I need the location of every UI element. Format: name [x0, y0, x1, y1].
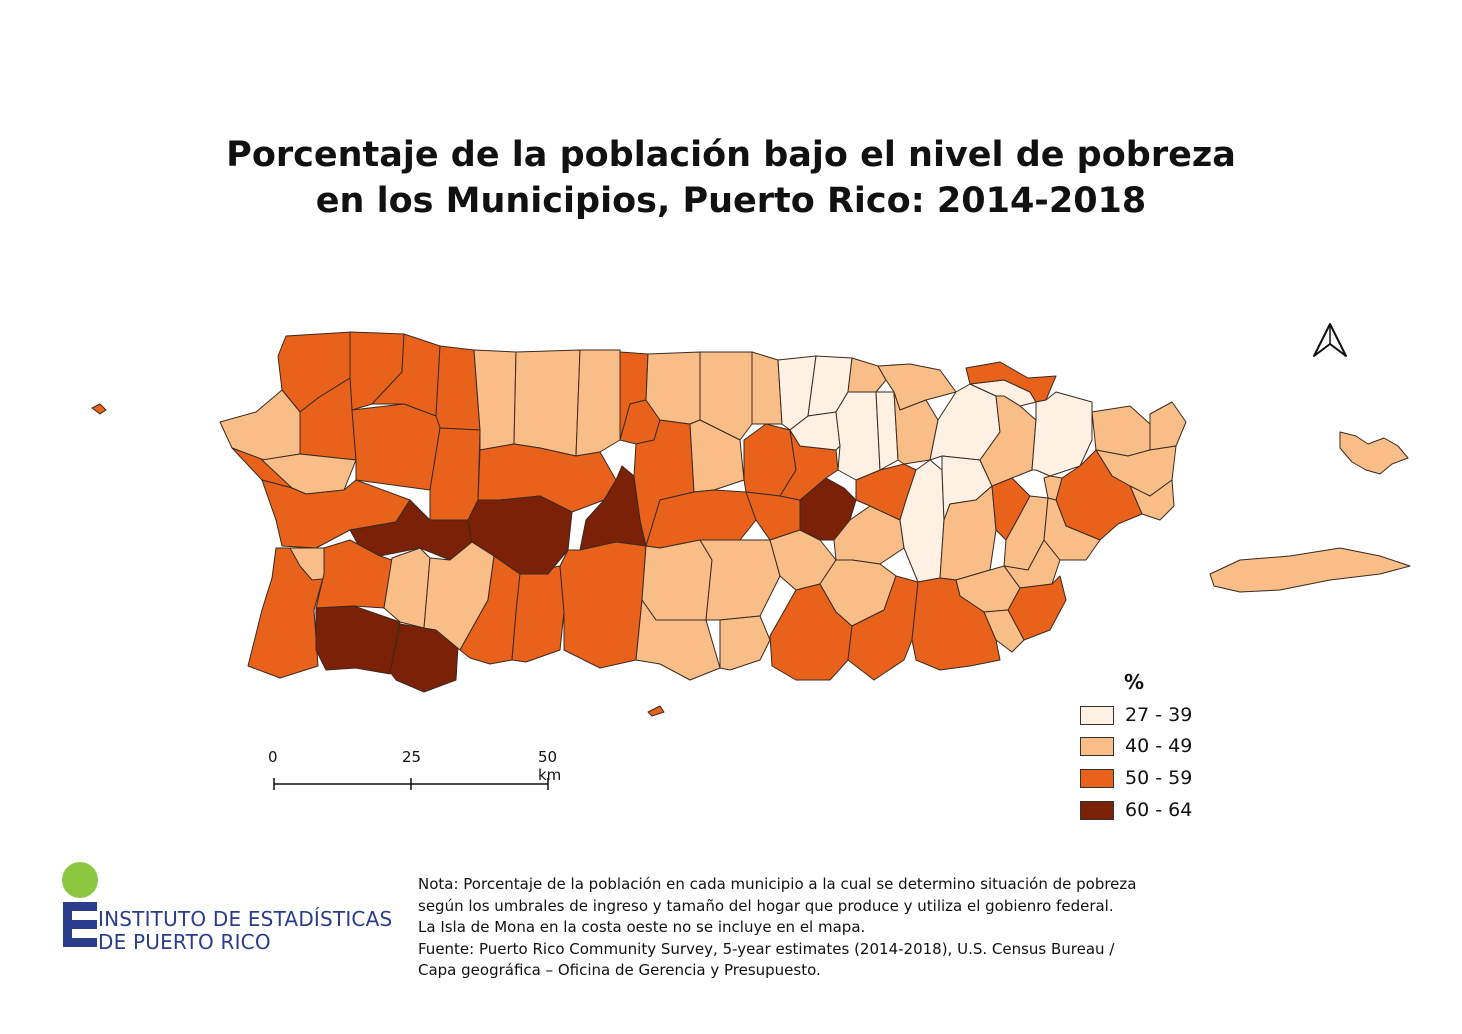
source-note: Nota: Porcentaje de la población en cada… — [418, 874, 1158, 982]
municipality-region — [351, 403, 441, 491]
map-title-line-1: Porcentaje de la población bajo el nivel… — [226, 135, 1236, 175]
municipality-region — [473, 349, 517, 451]
municipality-region — [699, 351, 753, 441]
municipality-region — [289, 547, 333, 581]
scale-bar: 0 25 50 km — [262, 748, 582, 798]
note-line: según los umbrales de ingreso y tamaño d… — [418, 896, 1114, 915]
logo-bar-icon — [63, 902, 72, 947]
legend-label: 60 - 64 — [1125, 799, 1193, 821]
municipality-region — [219, 389, 301, 461]
municipality-region — [1091, 405, 1151, 457]
north-arrow-icon — [1313, 323, 1347, 357]
scale-label-0: 0 — [268, 748, 278, 766]
logo-text-line-2: DE PUERTO RICO — [98, 930, 271, 954]
municipality-region — [1209, 547, 1411, 593]
legend-swatch — [1080, 801, 1114, 820]
municipality-region — [1149, 401, 1187, 451]
logo-bar-icon — [63, 938, 97, 947]
municipality-region — [467, 495, 573, 575]
scale-label-50: 50 km — [538, 748, 562, 784]
municipality-regions — [91, 331, 1411, 717]
logo-dot-icon — [62, 862, 98, 898]
municipality-region — [641, 539, 713, 621]
legend-label: 40 - 49 — [1125, 735, 1193, 757]
map-title-line-2: en los Municipios, Puerto Rico: 2014-201… — [315, 181, 1147, 221]
municipality-region — [1339, 431, 1409, 475]
municipality-region — [511, 565, 565, 663]
municipality-region — [979, 395, 1037, 487]
municipality-region — [91, 403, 107, 415]
municipality-region — [315, 605, 401, 675]
municipality-region — [435, 345, 481, 431]
scale-label-25: 25 — [402, 748, 422, 766]
legend-swatch — [1080, 769, 1114, 788]
municipality-region — [1043, 475, 1063, 501]
legend-label: 27 - 39 — [1125, 704, 1193, 726]
municipality-region — [983, 609, 1025, 653]
note-line: Fuente: Puerto Rico Community Survey, 5-… — [418, 939, 1115, 958]
note-line: La Isla de Mona en la costa oeste no se … — [418, 918, 866, 936]
municipality-region — [847, 357, 887, 393]
municipality-region — [559, 541, 647, 669]
municipality-region — [1043, 497, 1101, 561]
legend-label: 50 - 59 — [1125, 767, 1193, 789]
legend-swatch — [1080, 706, 1114, 725]
municipality-region — [719, 615, 771, 671]
map-title: Porcentaje de la población bajo el nivel… — [0, 132, 1462, 224]
logo-text-line-1: INSTITUTO DE ESTADÍSTICAS — [98, 907, 393, 931]
municipality-region — [751, 351, 783, 425]
note-line: Nota: Porcentaje de la población en cada… — [418, 875, 1137, 893]
municipality-region — [635, 599, 721, 681]
municipality-region — [429, 427, 481, 521]
scale-bar-line — [273, 778, 549, 790]
logo-bar-icon — [63, 902, 97, 911]
note-line: Capa geográfica – Oficina de Gerencia y … — [418, 961, 821, 979]
legend-swatch — [1080, 737, 1114, 756]
municipality-region — [699, 539, 781, 621]
municipality-region — [513, 349, 581, 457]
legend-title: % — [1124, 670, 1145, 694]
municipality-region — [575, 349, 621, 457]
institute-logo: INSTITUTO DE ESTADÍSTICAS DE PUERTO RICO — [58, 860, 392, 970]
municipality-region — [835, 391, 881, 481]
logo-bar-icon — [63, 920, 97, 929]
municipality-region — [647, 705, 665, 717]
